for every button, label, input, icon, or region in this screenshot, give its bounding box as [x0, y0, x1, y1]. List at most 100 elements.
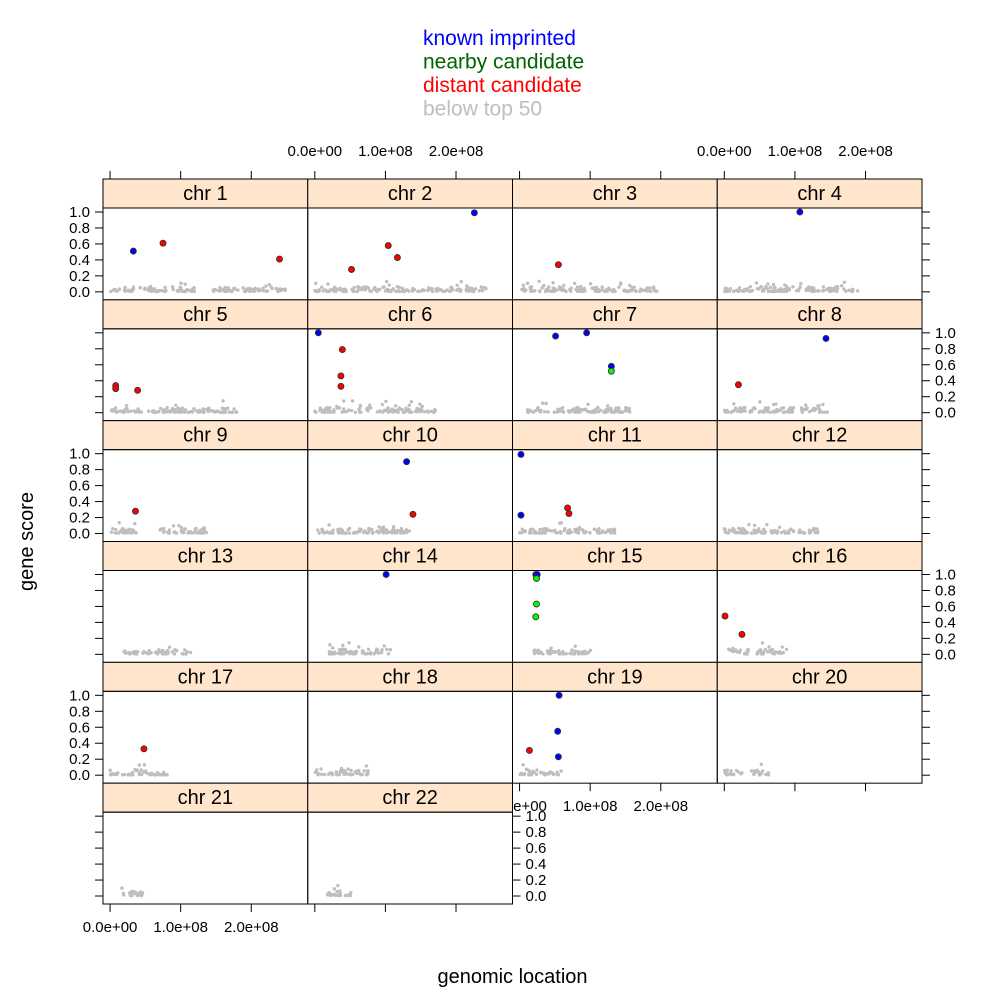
- below-top-50-point: [367, 526, 371, 531]
- below-top-50-point: [581, 528, 585, 533]
- below-top-50-point: [342, 409, 347, 414]
- below-top-50-point: [133, 521, 137, 526]
- below-top-50-point: [741, 289, 746, 294]
- below-top-50-point: [569, 409, 573, 413]
- panel-strip-label: chr 19: [587, 666, 643, 688]
- known-point: [517, 511, 525, 519]
- distant-point: [140, 745, 148, 753]
- below-top-50-point: [607, 286, 611, 290]
- below-top-50-point: [230, 410, 235, 414]
- below-top-50-point: [117, 520, 121, 525]
- below-top-50-point: [573, 649, 577, 653]
- below-top-50-point: [521, 283, 526, 287]
- below-top-50-point: [231, 287, 236, 291]
- below-top-50-point: [359, 287, 364, 292]
- below-top-50-point: [727, 528, 732, 532]
- below-top-50-point: [370, 527, 374, 532]
- below-top-50-point: [816, 289, 820, 293]
- below-top-50-point: [341, 769, 345, 774]
- below-top-50-point: [261, 286, 265, 290]
- below-top-50-point: [346, 767, 350, 771]
- below-top-50-point: [620, 410, 625, 414]
- below-top-50-point: [798, 285, 802, 289]
- below-top-50-point: [349, 773, 353, 777]
- below-top-50-point: [539, 650, 544, 655]
- below-top-50-point: [420, 408, 424, 412]
- below-top-50-point: [723, 527, 727, 532]
- below-top-50-point: [221, 399, 225, 403]
- below-top-50-point: [142, 763, 147, 767]
- below-top-50-point: [146, 409, 151, 413]
- below-top-50-point: [593, 289, 597, 293]
- below-top-50-point: [165, 405, 169, 410]
- below-top-50-point: [113, 288, 118, 292]
- below-top-50-point: [387, 283, 391, 287]
- panel-strip-label: chr 21: [178, 787, 234, 809]
- y-tick-label: 0.8: [526, 824, 547, 841]
- below-top-50-point: [737, 286, 742, 290]
- below-top-50-point: [726, 531, 730, 535]
- below-top-50-point: [395, 285, 400, 289]
- below-top-50-point: [753, 407, 757, 411]
- below-top-50-point: [564, 652, 568, 656]
- below-top-50-point: [407, 403, 412, 407]
- below-top-50-point: [648, 286, 652, 290]
- below-top-50-point: [577, 652, 581, 656]
- below-top-50-point: [339, 530, 343, 535]
- below-top-50-point: [179, 286, 183, 290]
- below-top-50-point: [325, 406, 329, 410]
- below-top-50-point: [113, 406, 118, 410]
- below-top-50-point: [317, 531, 321, 535]
- below-top-50-point: [328, 643, 332, 647]
- distant-point: [337, 372, 345, 380]
- below-top-50-point: [606, 404, 610, 408]
- below-top-50-point: [180, 289, 185, 294]
- below-top-50-point: [632, 285, 636, 289]
- below-top-50-point: [187, 288, 192, 293]
- below-top-50-point: [211, 288, 215, 292]
- below-top-50-point: [432, 410, 436, 414]
- below-top-50-point: [783, 283, 787, 287]
- below-top-50-point: [379, 526, 384, 531]
- below-top-50-point: [355, 289, 360, 294]
- below-top-50-point: [803, 407, 807, 412]
- below-top-50-point: [576, 410, 581, 414]
- below-top-50-point: [246, 286, 251, 291]
- below-top-50-point: [602, 289, 607, 294]
- below-top-50-point: [358, 527, 362, 531]
- panel-strip: [716, 299, 923, 330]
- below-top-50-point: [477, 289, 482, 293]
- below-top-50-point: [547, 528, 552, 533]
- below-top-50-point: [771, 402, 776, 407]
- below-top-50-point: [161, 650, 165, 654]
- known-point: [382, 571, 390, 578]
- below-top-50-point: [117, 287, 122, 291]
- panel-strip: [716, 541, 923, 571]
- below-top-50-point: [181, 652, 186, 656]
- below-top-50-point: [381, 529, 385, 534]
- y-tick-label: 1.0: [69, 446, 90, 463]
- below-top-50-point: [332, 887, 337, 891]
- below-top-50-point: [356, 285, 360, 289]
- below-top-50-point: [455, 283, 459, 287]
- below-top-50-point: [758, 400, 762, 404]
- y-tick-label: 0.8: [69, 462, 90, 479]
- below-top-50-point: [184, 652, 188, 656]
- below-top-50-point: [218, 285, 222, 290]
- below-top-50-point: [379, 410, 383, 414]
- below-top-50-point: [600, 285, 604, 289]
- below-top-50-point: [267, 282, 272, 287]
- below-top-50-point: [256, 288, 260, 292]
- below-top-50-point: [649, 289, 653, 294]
- below-top-50-point: [772, 410, 776, 414]
- below-top-50-point: [342, 407, 346, 411]
- below-top-50-point: [382, 644, 386, 648]
- below-top-50-point: [157, 409, 161, 414]
- panel-strip: [307, 782, 513, 813]
- below-top-50-point: [568, 289, 573, 293]
- panel-strip-label: chr 18: [382, 666, 438, 688]
- below-top-50-point: [201, 408, 206, 413]
- below-top-50-point: [347, 408, 351, 412]
- below-top-50-point: [406, 407, 410, 412]
- below-top-50-point: [344, 289, 348, 294]
